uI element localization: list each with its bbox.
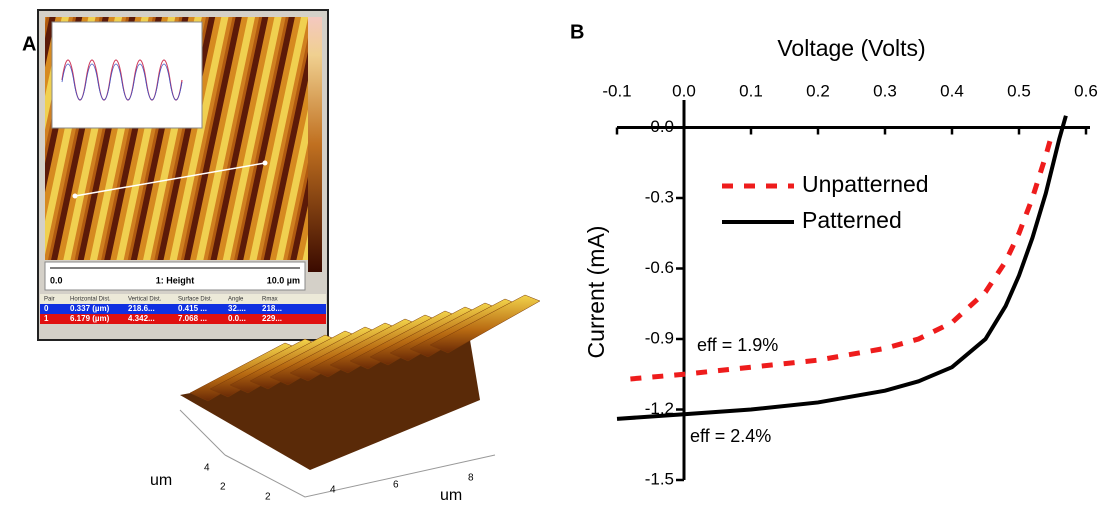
y-tick-label: -1.5 (645, 469, 674, 488)
x-tick-label: 0.6 (1074, 81, 1098, 100)
table-cell: 6.179 (µm) (70, 314, 110, 323)
table-cell: 218... (262, 304, 282, 313)
surface-x-tick: 2 (265, 492, 271, 503)
annotation: eff = 1.9% (697, 335, 778, 355)
legend-label: Unpatterned (802, 171, 929, 197)
table-cell: 0.415 ... (178, 304, 207, 313)
scale-start: 0.0 (50, 275, 63, 285)
x-tick-label: -0.1 (602, 81, 631, 100)
table-cell: 0.0... (228, 314, 246, 323)
surface-x-unit: um (440, 487, 462, 504)
y-tick-label: -0.6 (645, 258, 674, 277)
iv-chart: -0.1 0.0 0.1 0.2 0.3 0.4 0.5 0.6 0.0 -0.3 -0.6 -0.9… (583, 35, 1098, 488)
legend-label: Patterned (802, 207, 902, 233)
series-line (616, 115, 1068, 421)
y-tick-label: -0.3 (645, 187, 674, 206)
table-cell: 218.6... (128, 304, 155, 313)
table-cell: 229... (262, 314, 282, 323)
surface-y-unit: um (150, 472, 172, 489)
x-tick-label: 0.1 (739, 81, 763, 100)
table-header: Surface Dist. (178, 297, 213, 303)
y-axis-title: Current (mA) (583, 226, 609, 359)
y-tick-label: -0.9 (645, 328, 674, 347)
table-header: Vertical Dist. (128, 297, 162, 303)
panel-label: A (22, 33, 36, 55)
table-cell: 32.... (228, 304, 246, 313)
y-tick-label: -1.2 (645, 399, 674, 418)
surface-3d (179, 294, 541, 498)
surface-y-tick: 2 (220, 482, 226, 493)
x-tick-label: 0.3 (873, 81, 897, 100)
x-tick-label: 0.0 (672, 81, 696, 100)
table-cell: 7.068 ... (178, 314, 207, 323)
afm-window: 0.0 1: Height 10.0 µm (37, 9, 329, 341)
annotation: eff = 2.4% (690, 426, 771, 446)
surface-x-tick: 4 (330, 485, 336, 496)
afm-table: Pair Horizontal Dist. Vertical Dist. Surfac… (44, 297, 282, 324)
surface-x-tick: 6 (393, 480, 399, 491)
x-tick-label: 0.2 (806, 81, 830, 100)
surface-x-tick: 8 (468, 473, 474, 484)
ridge (429, 294, 541, 354)
y-tick-label: 0.0 (650, 117, 674, 136)
table-cell: 0.337 (µm) (70, 304, 110, 313)
series-line (630, 131, 1055, 382)
table-cell: 0 (44, 304, 49, 313)
table-cell: 1 (44, 314, 49, 323)
panel-label: B (570, 21, 584, 43)
surface-y-tick: 4 (204, 463, 210, 474)
table-header: Horizontal Dist. (70, 297, 111, 303)
x-axis-title: Voltage (Volts) (777, 35, 925, 61)
channel-label: 1: Height (156, 275, 195, 285)
table-header: Pair (44, 297, 55, 303)
scale-end: 10.0 µm (267, 275, 300, 285)
x-tick-label: 0.5 (1007, 81, 1031, 100)
x-tick-label: 0.4 (940, 81, 964, 100)
table-header: Rmax (262, 297, 278, 303)
table-header: Angle (228, 297, 244, 303)
table-cell: 4.342... (128, 314, 155, 323)
